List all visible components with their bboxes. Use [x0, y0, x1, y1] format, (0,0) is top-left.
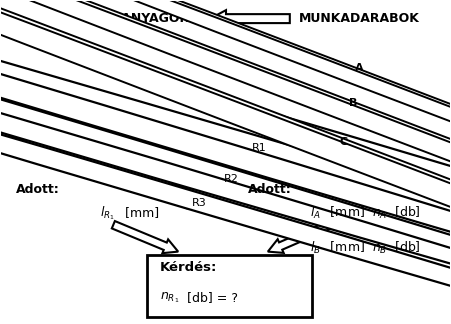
Text: B: B	[349, 98, 357, 108]
Text: Adott:: Adott:	[248, 183, 292, 196]
Text: $n_{R_1}$: $n_{R_1}$	[160, 290, 179, 305]
Text: [mm]: [mm]	[121, 206, 160, 219]
Text: MUNKADARABOK: MUNKADARABOK	[299, 12, 420, 25]
Text: R1: R1	[252, 143, 267, 153]
Polygon shape	[5, 117, 193, 208]
Polygon shape	[327, 60, 352, 81]
Polygon shape	[4, 38, 253, 161]
Text: Adott:: Adott:	[16, 183, 60, 196]
Polygon shape	[210, 10, 290, 27]
Text: A: A	[354, 64, 363, 74]
Text: [mm]  $n_A$  [db]: [mm] $n_A$ [db]	[326, 205, 420, 221]
Polygon shape	[112, 221, 178, 253]
Text: R3: R3	[192, 198, 207, 208]
Text: [db] = ?: [db] = ?	[183, 291, 238, 304]
Text: ALAPANYAGOK: ALAPANYAGOK	[87, 12, 190, 25]
Text: C: C	[340, 137, 348, 147]
Polygon shape	[268, 221, 331, 253]
Text: $l_B$: $l_B$	[310, 239, 321, 256]
Polygon shape	[304, 128, 340, 160]
Polygon shape	[317, 92, 348, 119]
Polygon shape	[5, 78, 224, 187]
FancyBboxPatch shape	[147, 255, 312, 317]
Text: $l_{R_1}$: $l_{R_1}$	[101, 204, 115, 222]
Ellipse shape	[0, 0, 451, 313]
Text: [mm]  $n_B$  [db]: [mm] $n_B$ [db]	[326, 239, 420, 256]
Text: R2: R2	[224, 174, 239, 184]
Text: Kérdés:: Kérdés:	[160, 261, 217, 274]
Text: $l_A$: $l_A$	[310, 205, 321, 221]
